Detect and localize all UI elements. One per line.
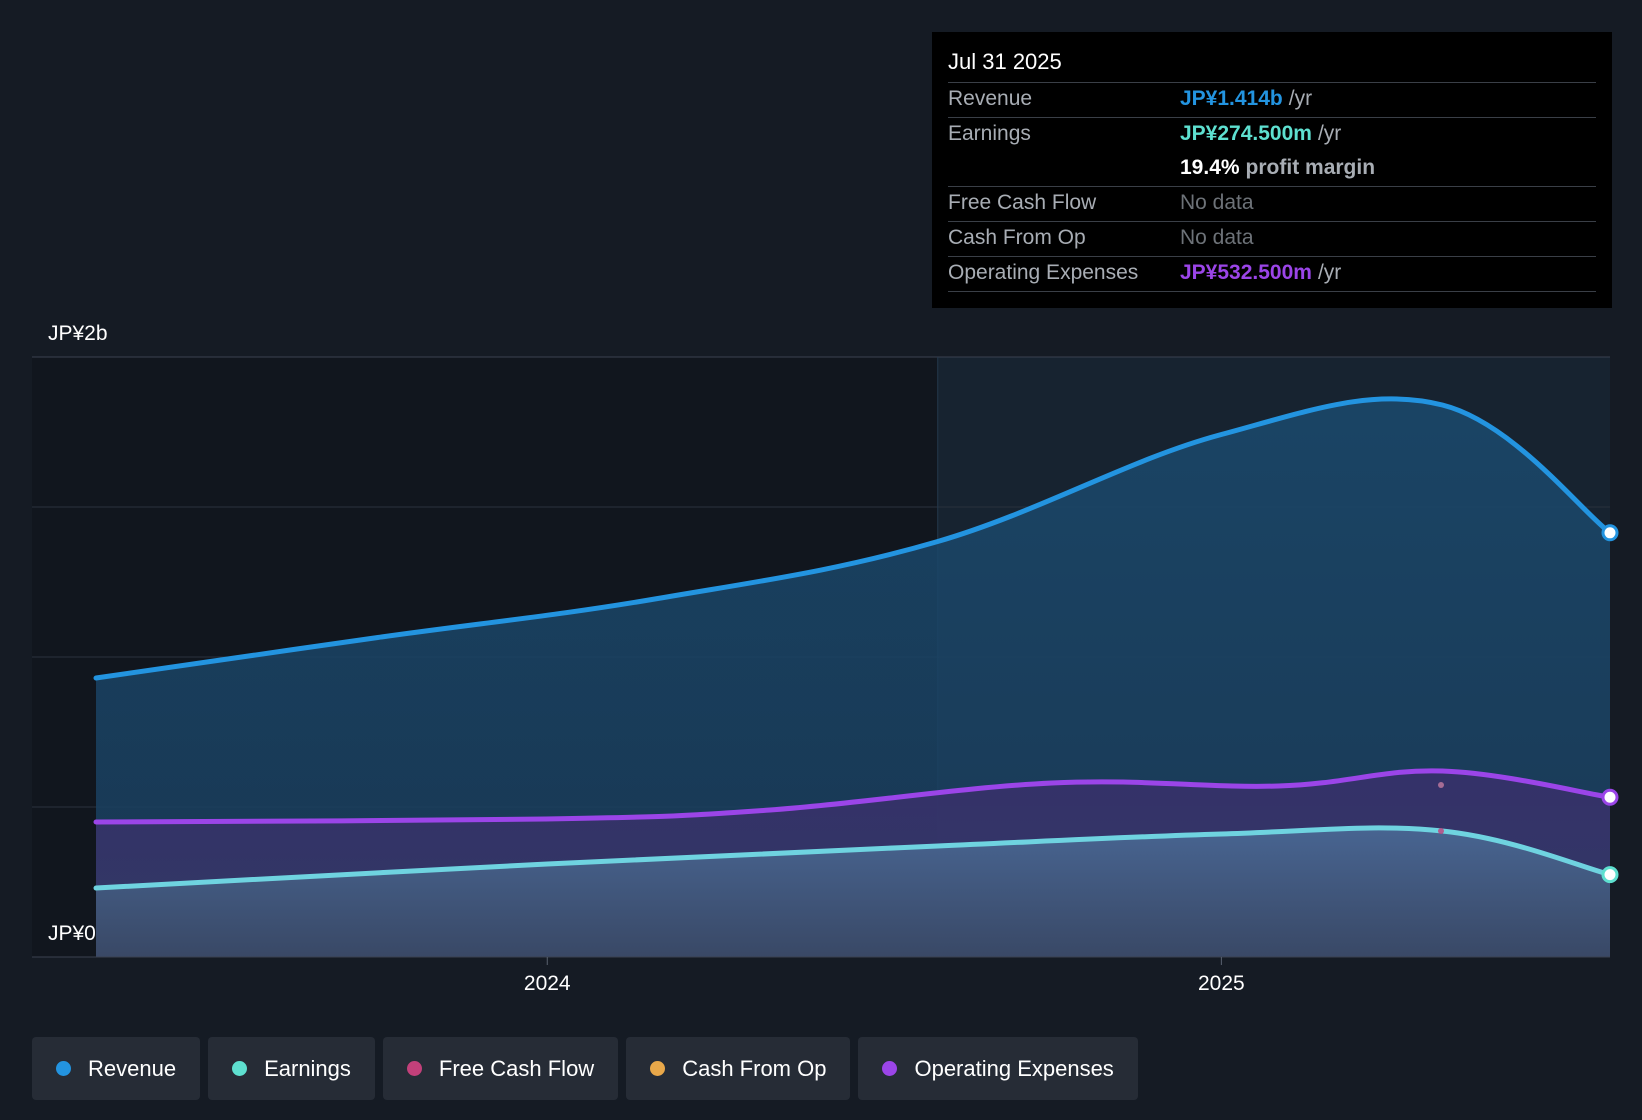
legend-dot-icon bbox=[232, 1061, 248, 1076]
tooltip-value-opex: JP¥532.500m bbox=[1180, 261, 1312, 284]
tooltip-label: Free Cash Flow bbox=[948, 191, 1097, 214]
y-max-label: JP¥2b bbox=[48, 322, 108, 345]
legend: Revenue Earnings Free Cash Flow Cash Fro… bbox=[32, 1037, 1138, 1100]
tooltip-unit: profit margin bbox=[1245, 156, 1376, 179]
legend-dot-icon bbox=[882, 1061, 898, 1076]
area-earnings bbox=[96, 827, 1610, 957]
line-revenue bbox=[93, 396, 1613, 681]
tooltip-row-fcf: Free Cash Flow No data bbox=[948, 186, 1596, 221]
tooltip-value-earnings: JP¥274.500m bbox=[1180, 122, 1312, 145]
legend-item-operating-expenses[interactable]: Operating Expenses bbox=[858, 1037, 1138, 1100]
tooltip-unit: /yr bbox=[1288, 87, 1313, 110]
fcf-marker-2 bbox=[1438, 828, 1444, 834]
tooltip-label: Operating Expenses bbox=[948, 261, 1139, 284]
tooltip-panel: Jul 31 2025 Revenue JP¥1.414b /yr Earnin… bbox=[932, 32, 1612, 308]
legend-item-revenue[interactable]: Revenue bbox=[32, 1037, 201, 1100]
legend-dot-icon bbox=[406, 1061, 422, 1076]
y-min-label: JP¥0 bbox=[48, 922, 96, 945]
tooltip-row-revenue: Revenue JP¥1.414b /yr bbox=[948, 82, 1596, 117]
legend-dot-icon bbox=[56, 1061, 71, 1076]
x-ticks: 2024 2025 bbox=[524, 957, 1245, 995]
tooltip-unit: /yr bbox=[1317, 122, 1342, 145]
legend-item-free-cash-flow[interactable]: Free Cash Flow bbox=[382, 1037, 619, 1100]
legend-label: Operating Expenses bbox=[914, 1055, 1114, 1081]
tooltip-label: Cash From Op bbox=[948, 226, 1086, 249]
tooltip-unit: /yr bbox=[1317, 261, 1342, 284]
fcf-marker bbox=[1438, 782, 1444, 788]
tooltip-label bbox=[948, 152, 1180, 186]
tooltip-value-cfo: No data bbox=[1180, 226, 1254, 249]
tooltip-row-margin: 19.4% profit margin bbox=[948, 152, 1596, 186]
tooltip-date: Jul 31 2025 bbox=[948, 49, 1062, 74]
tooltip-label: Earnings bbox=[948, 122, 1031, 145]
tooltip-row-opex: Operating Expenses JP¥532.500m /yr bbox=[948, 256, 1596, 292]
x-tick-label: 2024 bbox=[524, 972, 571, 995]
x-tick-label: 2025 bbox=[1198, 972, 1245, 995]
legend-item-cash-from-op[interactable]: Cash From Op bbox=[626, 1037, 851, 1100]
endpoint-revenue[interactable] bbox=[1601, 524, 1619, 542]
legend-label: Revenue bbox=[88, 1055, 177, 1081]
tooltip-label: Revenue bbox=[948, 87, 1033, 110]
legend-dot-icon bbox=[650, 1061, 666, 1076]
series-endpoints bbox=[1601, 524, 1619, 884]
tooltip-row-cfo: Cash From Op No data bbox=[948, 221, 1596, 256]
tooltip-row-earnings: Earnings JP¥274.500m /yr bbox=[948, 117, 1596, 152]
endpoint-operating-expenses[interactable] bbox=[1601, 788, 1619, 806]
legend-label: Earnings bbox=[264, 1055, 351, 1081]
legend-item-earnings[interactable]: Earnings bbox=[208, 1037, 375, 1100]
tooltip-value-margin: 19.4% bbox=[1180, 156, 1240, 179]
legend-label: Cash From Op bbox=[682, 1055, 827, 1081]
tooltip-value-revenue: JP¥1.414b bbox=[1180, 87, 1283, 110]
tooltip-value-fcf: No data bbox=[1180, 191, 1254, 214]
line-operating-expenses bbox=[93, 768, 1613, 825]
legend-label: Free Cash Flow bbox=[438, 1055, 595, 1081]
endpoint-earnings[interactable] bbox=[1601, 866, 1619, 884]
